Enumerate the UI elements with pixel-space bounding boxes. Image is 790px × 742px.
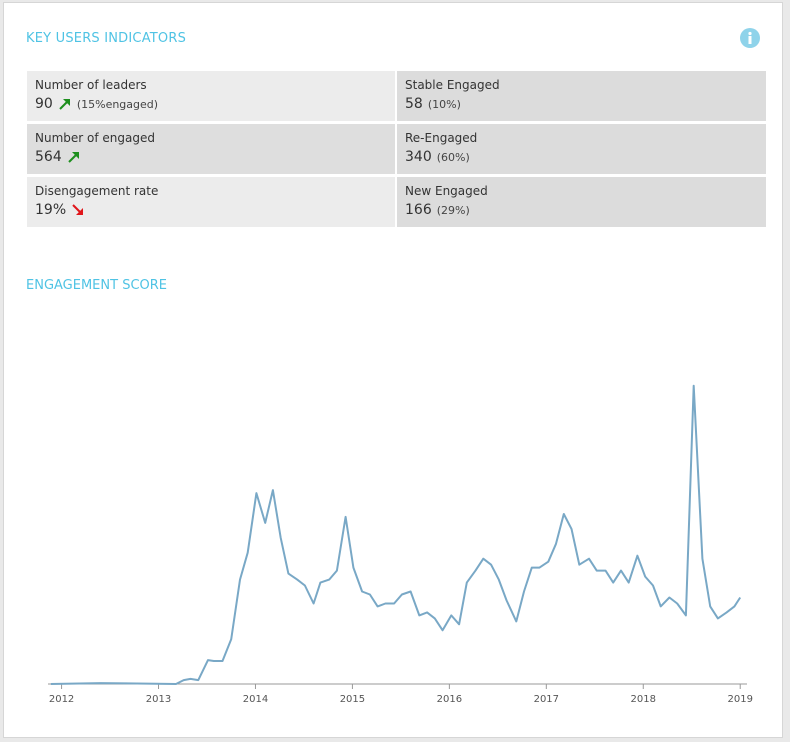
kpi-label: Disengagement rate <box>35 184 159 198</box>
kpi-value: 90 <box>35 96 53 112</box>
x-tick-label: 2018 <box>631 694 656 705</box>
kpi-value-line: 564 <box>35 149 387 165</box>
kpi-cell: Stable Engaged 58 (10%) <box>397 71 766 121</box>
x-tick-label: 2012 <box>49 694 74 705</box>
kpi-value: 564 <box>35 149 62 165</box>
kpi-row: Number of leaders 90 (15%engaged) Stable En… <box>27 71 766 121</box>
chart-title: ENGAGEMENT SCORE <box>26 278 167 293</box>
kpi-note: (60%) <box>436 150 470 164</box>
kpi-label: Stable Engaged <box>405 78 500 92</box>
kpi-value-line: 340 (60%) <box>405 149 758 165</box>
trend-arrow <box>68 152 79 163</box>
x-tick-label: 2016 <box>437 694 462 705</box>
kpi-row: Disengagement rate 19% New Engaged 166 (29%) <box>27 177 766 227</box>
kpi-note: (10%) <box>427 97 461 111</box>
x-tick-label: 2014 <box>243 694 268 705</box>
x-tick-label: 2015 <box>340 694 365 705</box>
score-line <box>50 384 742 685</box>
kpi-note: (15%engaged) <box>76 97 159 111</box>
kpi-cell: Number of engaged 564 <box>27 124 395 174</box>
kpi-label: Number of leaders <box>35 78 147 92</box>
trend-arrow <box>59 99 70 110</box>
section-title: KEY USERS INDICATORS <box>26 31 187 46</box>
kpi-note: (29%) <box>436 203 470 217</box>
kpi-cell: Re-Engaged 340 (60%) <box>397 124 766 174</box>
kpi-value-line: 166 (29%) <box>405 202 758 218</box>
info-icon[interactable] <box>739 27 761 49</box>
kpi-label: Re-Engaged <box>405 131 478 145</box>
trend-arrow <box>72 204 84 215</box>
kpi-label: Number of engaged <box>35 131 155 145</box>
kpi-cell: Disengagement rate 19% <box>27 177 395 227</box>
card: KEY USERS INDICATORS Number of leaders 90… <box>3 2 783 738</box>
kpi-row: Number of engaged 564 Re-Engaged 340 (60%) <box>27 124 766 174</box>
kpi-value-line: 90 (15%engaged) <box>35 96 387 112</box>
x-tick-label: 2019 <box>727 694 752 705</box>
kpi-value: 340 <box>405 149 432 165</box>
x-tick-label: 2017 <box>534 694 559 705</box>
kpi-cell: Number of leaders 90 (15%engaged) <box>27 71 395 121</box>
kpi-value-line: 19% <box>35 202 387 218</box>
kpi-label: New Engaged <box>405 184 488 198</box>
kpi-value: 19% <box>35 202 67 218</box>
kpi-table: Number of leaders 90 (15%engaged) Stable En… <box>27 71 766 230</box>
kpi-value-line: 58 (10%) <box>405 96 758 112</box>
kpi-cell: New Engaged 166 (29%) <box>397 177 766 227</box>
kpi-value: 58 <box>405 96 423 112</box>
chart: ENGAGEMENT SCORE 2012 2013 2014 2015 2016 201… <box>26 278 753 705</box>
kpi-value: 166 <box>405 202 432 218</box>
x-tick-label: 2013 <box>146 694 171 705</box>
